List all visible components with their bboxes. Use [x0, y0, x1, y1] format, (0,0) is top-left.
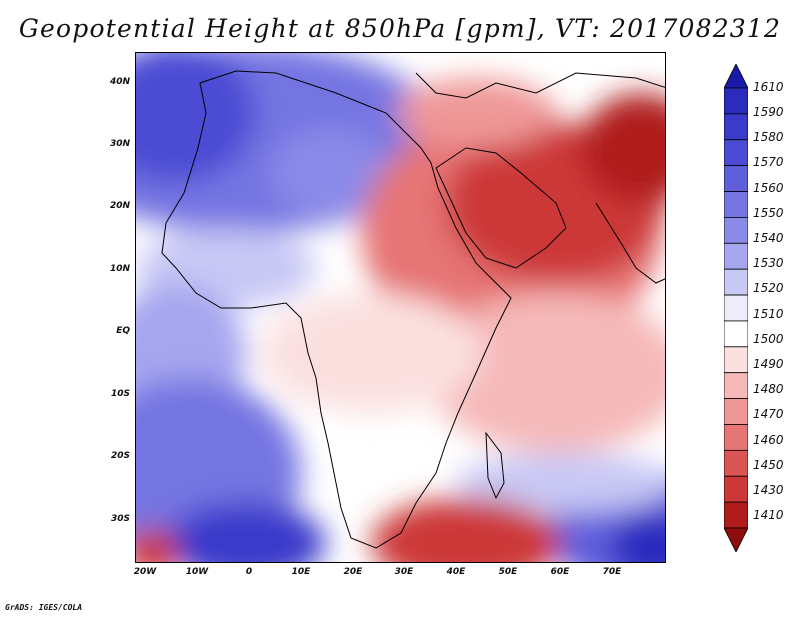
colorbar-boxes: [724, 64, 748, 552]
colorbar-box: [724, 398, 748, 425]
arabia-coastline: [435, 147, 567, 269]
lon-label: 20E: [343, 567, 363, 577]
lat-label: 20N: [109, 201, 130, 211]
lon-label: 40E: [446, 567, 466, 577]
colorbar-label: 1470: [753, 407, 784, 421]
colorbar-box: [724, 165, 748, 192]
colorbar-box: [724, 294, 748, 322]
colorbar-box: [724, 424, 748, 451]
colorbar-label: 1490: [753, 357, 784, 371]
colorbar-label: 1540: [753, 231, 784, 245]
lon-label: 20W: [133, 567, 157, 577]
height-field-pakistan-low: [581, 93, 665, 203]
height-field-central-africa: [261, 293, 481, 413]
colorbar-label: 1530: [753, 256, 784, 270]
colorbar-box: [724, 320, 748, 348]
height-field-south-atlantic-core: [166, 503, 326, 562]
colorbar-top-arrow: [724, 64, 748, 89]
height-field-libya-high: [271, 128, 391, 218]
colorbar-box: [724, 139, 748, 167]
coastlines: [161, 70, 665, 549]
lon-label: 0: [245, 567, 253, 577]
lon-label: 30E: [394, 567, 414, 577]
mediterranean-north-coast: [415, 72, 665, 99]
height-field-indian-ocean-core: [611, 513, 665, 562]
colorbar-box: [724, 87, 748, 115]
map-canvas: [136, 53, 665, 562]
colorbar-box: [724, 475, 748, 503]
height-field-atlantic-high: [136, 53, 256, 183]
colorbar-label: 1450: [753, 458, 784, 472]
height-field-levant: [396, 78, 556, 148]
africa-coastline: [161, 70, 512, 549]
colorbar-label: 1430: [753, 483, 784, 497]
colorbar-label: 1550: [753, 206, 784, 220]
lon-label: 10E: [291, 567, 311, 577]
colorbar-label: 1500: [753, 332, 784, 346]
colorbar-box: [724, 449, 748, 477]
lat-label: 10S: [110, 389, 130, 399]
lon-label: 10W: [185, 567, 209, 577]
colorbar-label: 1560: [753, 181, 784, 195]
madagascar-coastline: [485, 431, 505, 500]
height-field-sw-corner-low: [136, 529, 179, 562]
lon-label: 60E: [550, 567, 570, 577]
colorbar-label: 1520: [753, 281, 784, 295]
lon-label: 70E: [602, 567, 622, 577]
lat-label: 20S: [110, 451, 130, 461]
height-field-mascarene-band: [456, 453, 665, 513]
colorbar-box: [724, 113, 748, 141]
height-field-southern-low: [371, 498, 561, 562]
height-field-east-africa: [426, 293, 665, 453]
chart-title: Geopotential Height at 850hPa [gpm], VT:…: [18, 14, 782, 43]
colorbar-label: 1580: [753, 130, 784, 144]
lat-label: 30S: [110, 514, 130, 524]
colorbar-box: [724, 191, 748, 218]
lon-label: 50E: [498, 567, 518, 577]
india-coastline: [595, 202, 665, 284]
colorbar-label: 1510: [753, 307, 784, 321]
lat-label: 30N: [109, 139, 130, 149]
lat-label: 40N: [109, 77, 130, 87]
lat-label: 10N: [109, 264, 130, 274]
colorbar-box: [724, 217, 748, 244]
colorbar-label: 1460: [753, 433, 784, 447]
colorbar-label: 1590: [753, 105, 784, 119]
colorbar-box: [724, 242, 748, 270]
lat-label: EQ: [116, 326, 130, 336]
colorbar-bottom-arrow: [724, 527, 748, 552]
map-panel: [135, 52, 666, 563]
colorbar-label: 1570: [753, 155, 784, 169]
footer-credit: GrADS: IGES/COLA: [5, 603, 83, 612]
colorbar-label: 1410: [753, 508, 784, 522]
colorbar-label: 1480: [753, 382, 784, 396]
colorbar-box: [724, 346, 748, 374]
colorbar-box: [724, 372, 748, 399]
colorbar-label: 1610: [753, 80, 784, 94]
colorbar: [724, 64, 748, 552]
colorbar-box: [724, 268, 748, 296]
colorbar-box: [724, 501, 748, 529]
